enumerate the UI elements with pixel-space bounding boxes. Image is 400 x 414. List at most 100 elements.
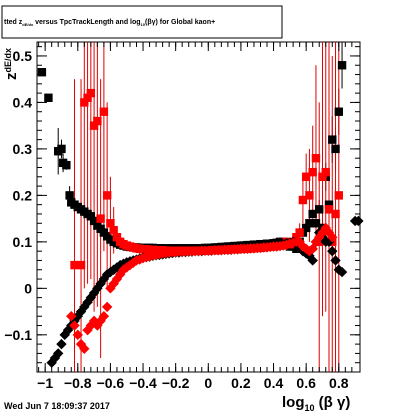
data-point-square [334, 191, 343, 200]
y-tick-label: −0.1 [4, 327, 32, 343]
data-point-square [301, 172, 311, 181]
x-tick-label: 0.8 [329, 375, 349, 391]
y-tick-label: 0.2 [13, 187, 33, 203]
data-point-square [308, 167, 317, 177]
footer-datetime: Wed Jun 7 18:09:37 2017 [4, 401, 110, 411]
y-tick-label: 0 [24, 280, 32, 296]
y-axis-ticks: −0.1 0 0.1 0.2 0.3 0.4 0.5 [4, 46, 360, 373]
data-point-square [86, 212, 96, 221]
title-box-frame [1, 5, 283, 39]
data-point-diamond [101, 269, 113, 280]
data-point-square [305, 219, 314, 228]
data-point-square [112, 233, 122, 242]
data-point-square [76, 260, 86, 270]
data-point-diamond [327, 232, 338, 243]
x-tick-label: −0.6 [97, 375, 125, 391]
data-point-diamond [101, 301, 113, 313]
data-point-square [65, 191, 74, 200]
data-point-diamond [56, 338, 67, 350]
data-point-square [311, 153, 321, 163]
data-point-square [57, 144, 66, 154]
x-tick-label: 0.4 [264, 375, 284, 391]
data-point-square [292, 244, 301, 254]
plot-area: −1 −0.8 −0.6 −0.4 −0.2 0 0.2 0.4 0.6 0.8 −0.1 0 0.1… [4, 41, 364, 391]
data-point-diamond [49, 352, 61, 364]
data-point-square [83, 93, 92, 102]
data-point-diamond [336, 266, 348, 278]
chart-title: tted zdE/dx versus TpcTrackLength and lo… [4, 19, 215, 27]
data-point-diamond [53, 348, 64, 359]
data-point-diamond [105, 266, 116, 278]
data-point-square [331, 209, 340, 219]
data-point-square [102, 191, 112, 200]
x-tick-label: 0.6 [296, 375, 316, 391]
title-suffix: (βγ) for Global kaon+ [145, 19, 215, 26]
data-point-diamond [114, 269, 126, 280]
data-point-square [324, 205, 334, 214]
data-point-square [328, 135, 337, 144]
data-point-square [93, 116, 102, 126]
data-point-square [109, 226, 118, 235]
data-point-square [295, 228, 304, 237]
data-point-square [70, 260, 79, 270]
data-point-diamond [79, 343, 90, 354]
data-point-diamond [72, 329, 83, 341]
plot-frame [36, 41, 361, 373]
x-tick-label: −0.4 [129, 375, 157, 391]
title-middle-sub: 10 [141, 22, 146, 27]
data-point-diamond [108, 264, 119, 275]
data-point-square [86, 88, 96, 98]
data-point-diamond [105, 283, 116, 294]
x-tick-label: −1 [37, 375, 53, 391]
data-markers [37, 61, 364, 368]
y-tick-label: 0.5 [13, 48, 33, 64]
title-prefix-sub: dE/dx [22, 22, 34, 27]
data-point-diamond [108, 278, 119, 289]
data-point-square [96, 214, 105, 223]
data-point-square [80, 98, 89, 107]
data-point-square [305, 191, 314, 200]
data-point-diamond [307, 255, 318, 266]
x-axis-title-rest: (β γ) [315, 394, 351, 411]
data-point-square [301, 223, 311, 233]
y-tick-label: 0.1 [13, 234, 33, 250]
x-tick-label: 0.2 [231, 375, 251, 391]
data-point-square [106, 219, 115, 228]
x-axis-title-sub: 10 [305, 403, 315, 413]
data-point-square [298, 195, 308, 205]
x-axis-ticks: −1 −0.8 −0.6 −0.4 −0.2 0 0.2 0.4 0.6 0.8 [37, 42, 353, 391]
data-point-square [44, 93, 53, 102]
data-point-diamond [98, 273, 110, 285]
x-tick-label: −0.2 [162, 375, 190, 391]
data-point-square [89, 121, 99, 130]
data-point-square [337, 61, 347, 70]
y-tick-label: 0.4 [13, 94, 33, 110]
title-prefix: tted z [4, 19, 23, 26]
x-axis-title-text: log10 (β γ) [282, 394, 350, 413]
data-point-diamond [66, 311, 77, 322]
title-middle: versus TpcTrackLength and log [33, 19, 140, 26]
x-tick-label: 0 [204, 375, 212, 391]
data-point-square [311, 219, 321, 228]
data-point-square [315, 205, 324, 214]
data-point-square [321, 167, 330, 177]
data-point-diamond [330, 255, 341, 266]
data-point-square [62, 160, 71, 170]
y-axis-title-sub: dE/dx [3, 48, 13, 73]
data-point-diamond [69, 320, 80, 331]
x-axis-title: log10 (β γ) [282, 394, 350, 413]
y-tick-label: 0.3 [13, 141, 33, 157]
data-point-square [318, 172, 327, 181]
data-point-square [324, 200, 334, 209]
data-point-diamond [111, 273, 123, 285]
data-point-diamond [327, 245, 338, 257]
title-box: tted zdE/dx versus TpcTrackLength and lo… [1, 5, 283, 39]
data-point-diamond [98, 311, 110, 322]
data-point-square [89, 216, 99, 226]
data-point-square [99, 107, 109, 116]
data-point-square [308, 209, 317, 219]
data-point-square [334, 107, 343, 116]
x-tick-label: −0.8 [64, 375, 92, 391]
